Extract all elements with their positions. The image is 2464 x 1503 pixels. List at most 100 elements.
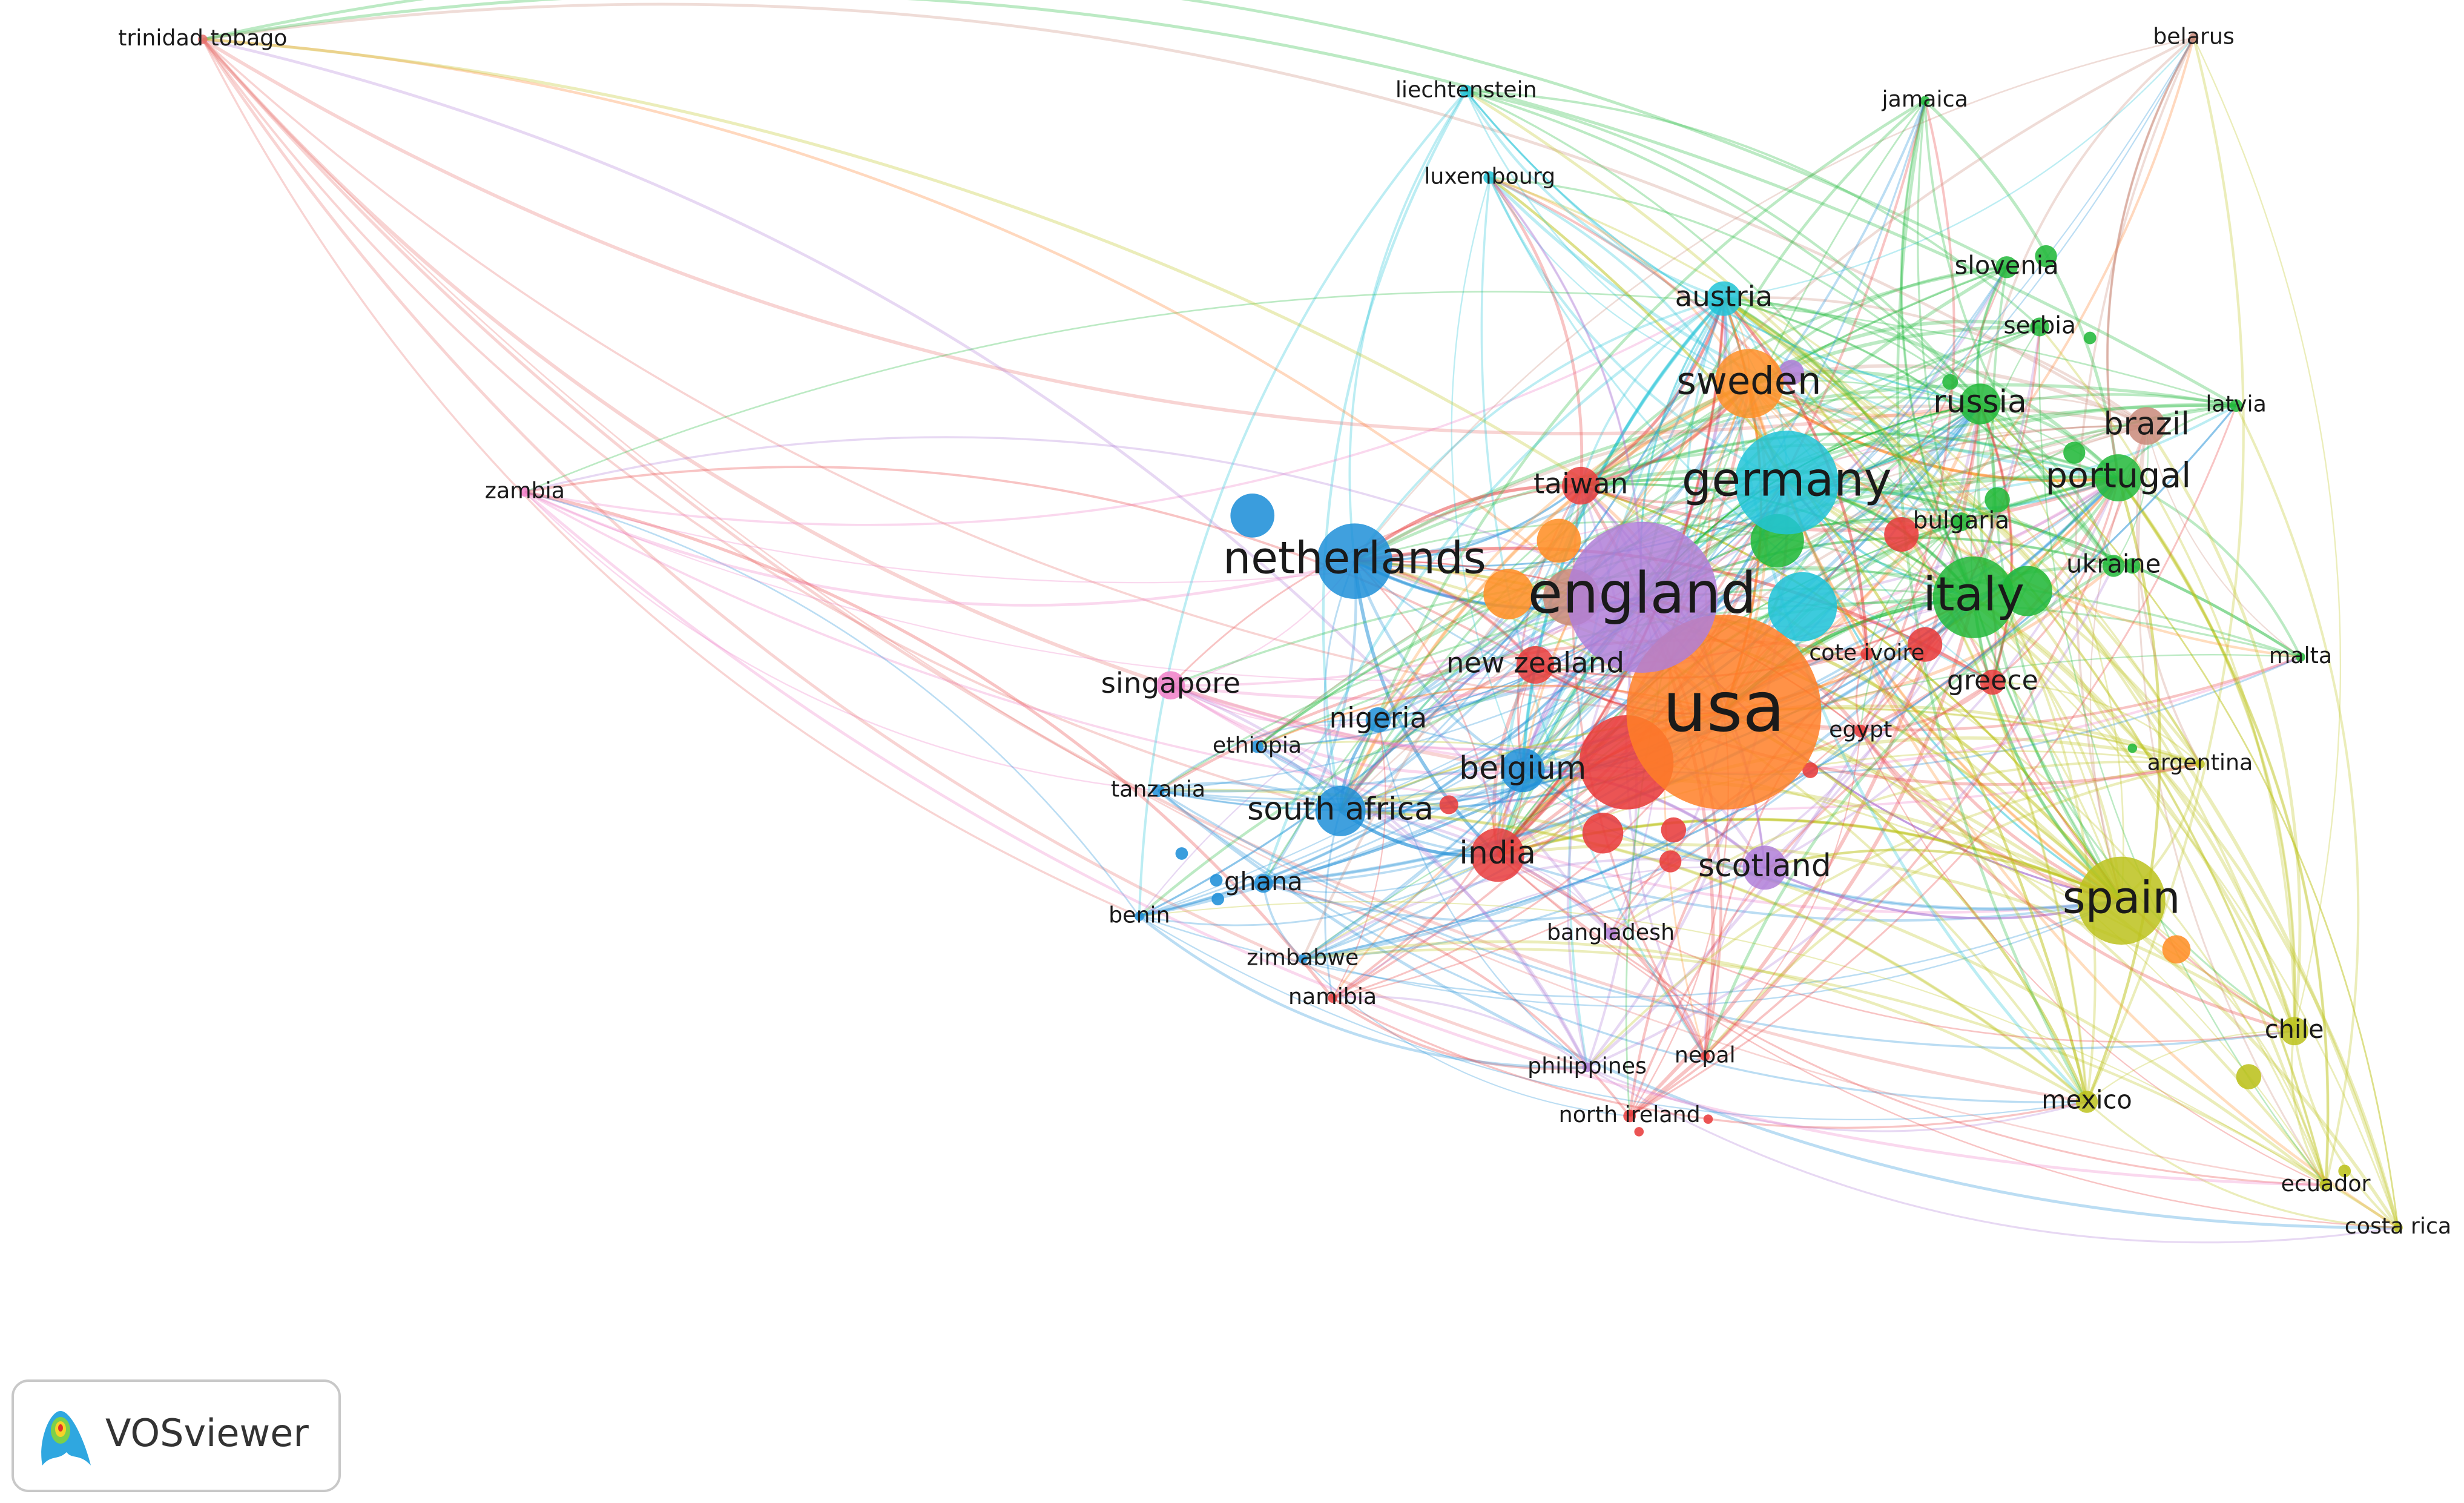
link [1139,298,1725,917]
node [1920,96,1930,105]
link [1170,684,1379,726]
link [2117,477,2296,1031]
node-label: portugal [2046,456,2191,496]
link [524,291,2237,493]
link [1586,1066,2087,1132]
link [1923,101,2115,567]
node-label: usa [1663,667,1785,747]
link [1302,940,2088,1103]
link [1377,382,1750,721]
link [1170,684,2122,914]
link [1465,90,1980,405]
link [524,491,1334,999]
link [1610,596,1975,935]
link [1580,477,2302,659]
link [1262,561,1357,885]
link [1580,432,2119,487]
node [2236,1064,2262,1089]
node [2230,399,2243,412]
node [1483,569,1534,619]
link [1354,560,2327,1186]
node [1317,523,1392,599]
link [1610,730,1861,934]
node [1623,1109,1636,1123]
link [1976,403,2123,902]
link [1262,266,2008,884]
link [1724,296,2147,428]
logo-box[interactable]: VOSviewer [12,1379,341,1492]
link [1748,364,2147,428]
link [1748,266,2007,385]
node [1706,281,1741,316]
link [1610,933,1707,1057]
link [1764,866,2122,920]
link [1859,730,2089,1103]
link [1764,477,2120,869]
link [1972,596,2123,901]
link [2106,37,2195,478]
link [1568,298,1725,1068]
link [1302,405,2237,960]
link [1354,405,2147,563]
link [1354,382,1750,563]
node [1582,812,1624,854]
link [202,39,2326,1186]
node-label: trinidad tobago [118,25,287,51]
link [1339,99,1926,812]
link [1586,565,2115,1069]
link [1580,484,2123,902]
node [1298,954,1308,964]
link [1340,425,2147,812]
link [1332,997,2087,1129]
node-label: singapore [1101,667,1240,700]
link [1860,730,2327,1186]
node [2001,566,2052,616]
node-label: england [1528,561,1757,627]
link [1480,177,1706,1057]
link [1641,424,2147,598]
link [1158,403,1981,791]
link [1764,867,2122,920]
link [1859,100,1955,732]
logo-text: VOSviewer [105,1411,309,1455]
node [2063,441,2086,464]
link [1354,521,1974,598]
node-label: sweden [1676,358,1821,403]
node [1703,1114,1713,1124]
node [1562,466,1600,505]
node-label: jamaica [1882,86,1968,112]
link [1489,176,1788,483]
node-label: cote ivoire [1809,639,1925,666]
link [1580,431,2119,487]
node-label: belgium [1459,750,1586,787]
link [1917,100,2123,902]
link [1992,477,2120,683]
link [1339,326,2040,812]
link [201,38,1588,1069]
link [1139,916,2087,1120]
link [1704,730,1862,1057]
node [2035,245,2057,268]
link [1302,947,2399,1229]
node [1742,845,1787,890]
link [1138,90,1468,917]
link [1339,266,2008,812]
link [1158,587,1974,791]
link [1339,481,1787,812]
link [1353,297,1724,562]
link [1580,484,2123,902]
link [1522,770,1765,868]
link [524,491,2201,811]
link [1580,396,1980,487]
link [1466,90,2115,567]
link [1332,719,1386,999]
link [1263,854,1498,894]
node [2102,555,2125,577]
node-label: netherlands [1223,533,1486,584]
link [1764,866,2122,920]
link [1466,90,1981,405]
link [1354,443,2119,563]
link [1497,854,2326,1186]
links [201,0,2400,1244]
link [1256,745,2122,922]
